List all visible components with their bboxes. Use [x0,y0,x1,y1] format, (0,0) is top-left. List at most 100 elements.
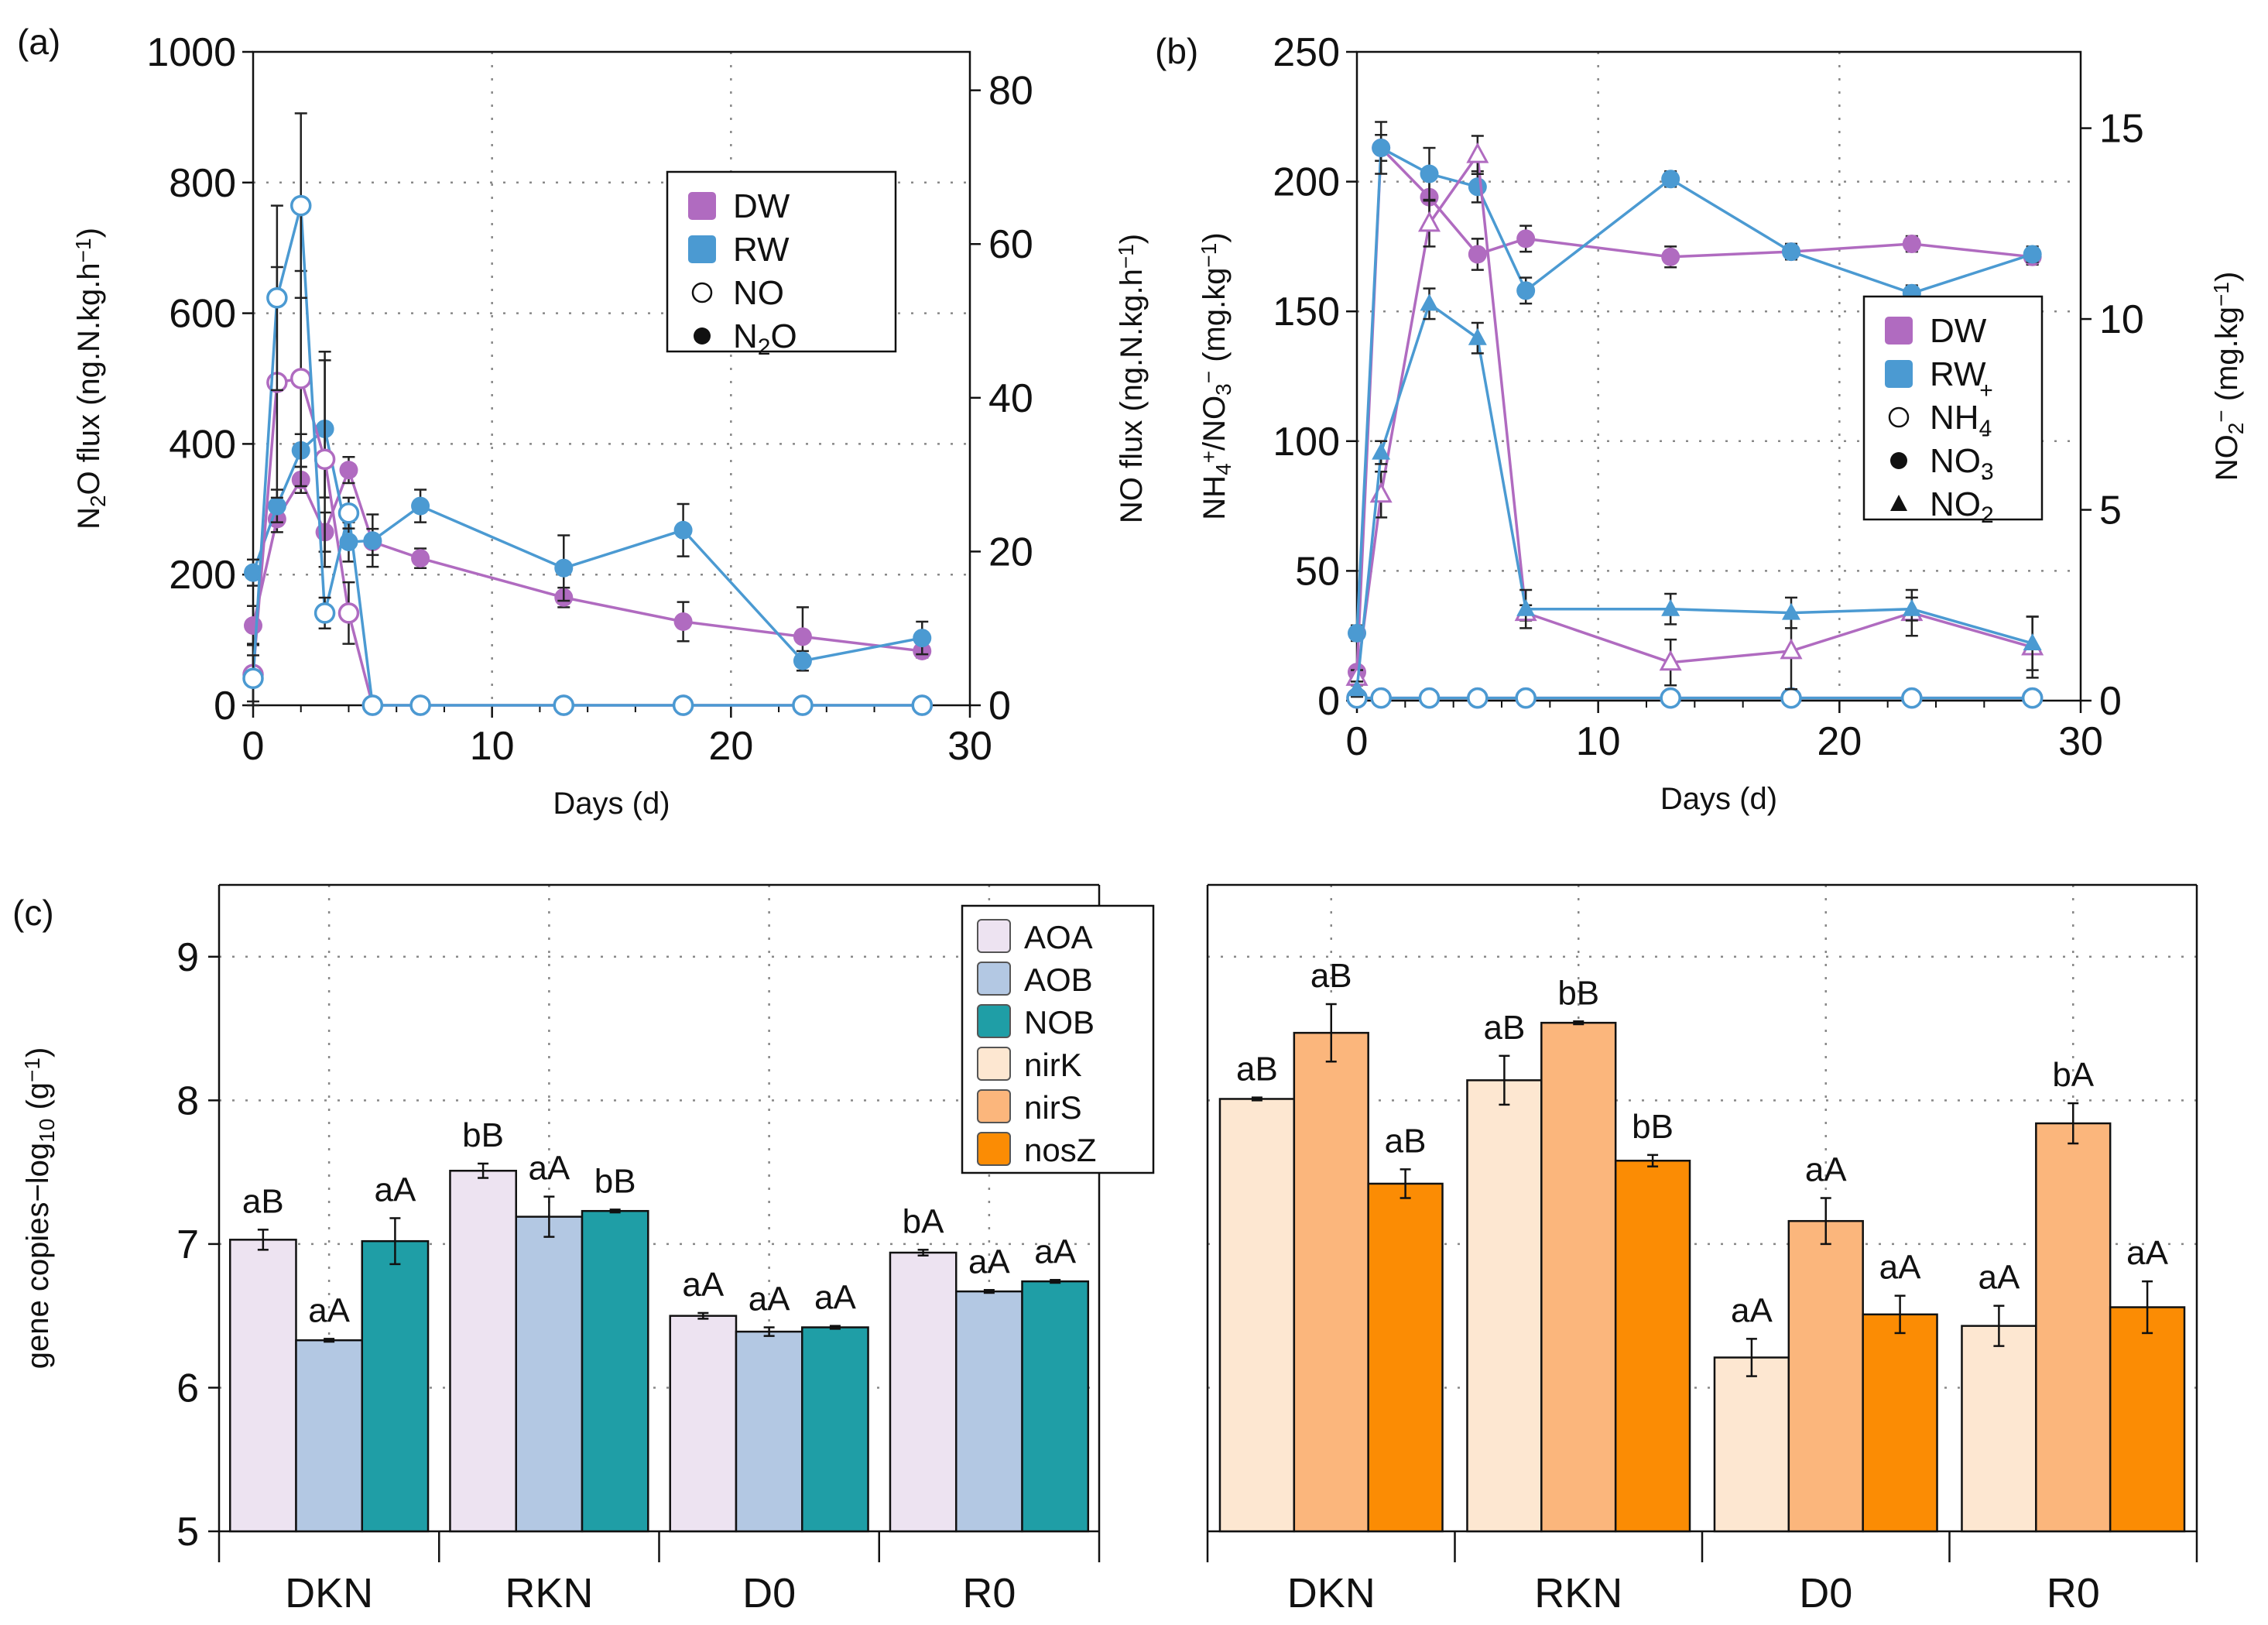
y2-tick-label: 5 [2099,489,2122,533]
data-point-rw-nh4 [2021,687,2044,709]
bar-significance-label: aA [968,1243,1010,1280]
bar-nosz [2109,1306,2186,1533]
bar-significance-label: aB [1310,957,1352,995]
legend-label: NH4 + [1930,378,1993,441]
data-point-rw-no [266,286,288,309]
legend-marker-filled-circle [1890,452,1907,469]
category-label: DKN [285,1570,373,1616]
legend-marker-open-circle [691,282,713,303]
x-tick-label: 10 [1576,719,1621,764]
bar-significance-label: bA [2052,1056,2094,1094]
legend-label-sup: - [1982,421,1989,447]
bar-significance-label: aA [2126,1234,2168,1272]
legend-label-main: NO [1930,485,1981,523]
bar-nirs [2035,1122,2112,1533]
bar-aoa [889,1251,958,1533]
data-point-rw-no2 [1902,598,1921,616]
y-tick-label: 200 [1273,160,1340,205]
data-point-dw-no2 [1780,638,1803,660]
legend: AOA AOB NOB nirK nirS nosZ [961,904,1155,1174]
data-point-rw-no3 [1782,242,1800,262]
data-point-rw-nh4 [1901,687,1923,709]
bar-significance-label: aA [682,1266,724,1304]
legend-swatch-nob [977,1004,1011,1038]
y-tick-label: 200 [169,553,236,598]
data-point-rw-nh4 [1467,687,1489,709]
bar-significance-label: aA [814,1279,856,1317]
y-axis-label: NH4+/NO3− (mg.kg−1) [1197,232,1236,519]
legend-label: nosZ [1024,1132,1096,1168]
data-point-rw-no [361,694,384,716]
data-point-dw-n2o [339,461,358,480]
y-axis-label-part: /NO [1197,396,1232,451]
legend-swatch-aob [977,962,1011,996]
bar-significance-label: aB [242,1182,284,1220]
y2-axis-label-part: −1 [2209,282,2233,307]
legend-label: DW [733,187,790,225]
bar-significance-label: aB [1483,1009,1525,1047]
x-axis-label: Days (d) [1660,782,1777,816]
y-axis-label-part: 4 [1211,463,1235,475]
data-point-dw-no2 [1466,142,1489,163]
y2-tick-label: 20 [988,530,1033,574]
bar-significance-label: aA [374,1171,416,1208]
panel-c-label: (c) [12,893,54,933]
category-label: D0 [1799,1570,1852,1616]
x-tick-label: 20 [1817,719,1862,764]
bar-aob [295,1339,364,1533]
y-axis-label-part: ) [1197,232,1232,242]
data-point-rw-no3 [1516,281,1536,300]
bar-significance-label: bB [462,1116,504,1154]
legend-label: AOA [1024,919,1093,955]
legend-label-sub: 2 [1981,502,1994,528]
bar-nosz [1367,1182,1444,1533]
x-tick-label: 20 [708,724,753,769]
y2-tick-label: 40 [988,376,1033,421]
data-point-rw-no [792,694,814,716]
legend-label: N2O [733,317,797,360]
y2-axis-label-part: NO [2210,434,2244,481]
x-tick-label: 0 [242,724,265,769]
y-tick-label: 9 [176,935,199,980]
bar-aob [515,1215,584,1533]
legend-marker-triangle [1890,495,1907,511]
y2-axis-label-part: ) [1115,234,1149,244]
data-point-dw-no3 [1661,247,1680,266]
legend-label-tail: O [770,317,797,355]
bar-significance-label: aB [1236,1051,1278,1088]
y2-axis-label-part: − [2209,410,2233,422]
bar-aoa [449,1170,517,1533]
y-tick-label: 400 [169,422,236,467]
data-point-rw-no3 [1420,164,1439,183]
legend-label: nirK [1024,1047,1082,1083]
data-point-dw-n2o [411,549,430,568]
category-label: R0 [2047,1570,2100,1616]
legend-swatch-nirk [977,1047,1011,1081]
bar-nob [801,1326,869,1533]
data-point-rw-no3 [1661,170,1680,189]
data-point-rw-nh4 [1418,687,1441,709]
legend-swatch-rw [688,235,716,263]
y-axis-label-part: ) [21,1047,55,1058]
data-point-dw-n2o [793,627,812,646]
panel-c-chart: gene copies−log10 (g−1) 5 6 7 8 9 DKN RKN D0 R0 aB… [20,883,2198,1616]
x-tick-label: 30 [2058,719,2103,764]
legend-label: RW [733,231,790,269]
y2-axis-label-part: 2 [2224,423,2248,435]
data-point-dw-no [313,448,336,471]
y-tick-label: 250 [1273,30,1340,75]
bar-aob [954,1290,1023,1533]
data-point-rw-no2 [1348,679,1366,697]
y-tick-label: 7 [176,1222,199,1267]
y2-axis-label: NO flux (ng.N.kg.h−1) [1114,234,1149,523]
legend-label: AOB [1024,962,1093,998]
y2-axis-label-part: −1 [1114,244,1138,269]
legend-label: NO2 - [1930,465,1994,528]
y-axis-label-part: 3 [1211,383,1235,396]
y2-tick-label: 60 [988,222,1033,267]
y-axis-label-part: O flux (ng.N.kg.h [72,262,106,495]
bar-significance-label: aA [308,1291,350,1329]
